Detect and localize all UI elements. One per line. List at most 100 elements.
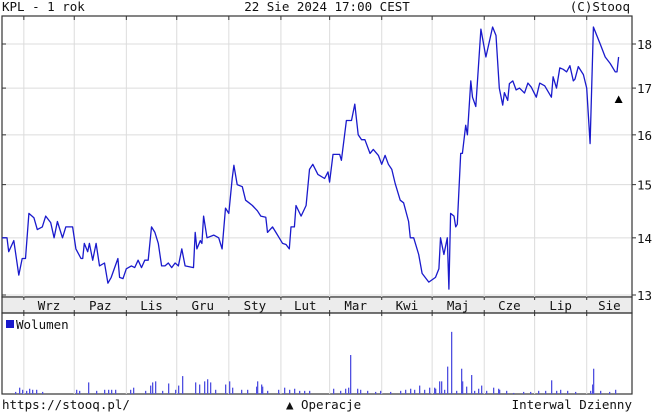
volume-bar bbox=[289, 389, 291, 394]
volume-bar bbox=[593, 368, 595, 394]
volume-bar bbox=[367, 390, 369, 394]
grid bbox=[1, 15, 636, 395]
volume-bar bbox=[345, 388, 347, 394]
volume-legend-swatch bbox=[6, 320, 14, 328]
volume-bar bbox=[424, 389, 426, 394]
price-panel-frame bbox=[1, 15, 633, 298]
volume-bar bbox=[405, 389, 407, 394]
volume-bar bbox=[410, 388, 412, 394]
volume-bar bbox=[478, 388, 480, 394]
operations-markers bbox=[614, 95, 623, 104]
volume-bar bbox=[499, 389, 501, 394]
volume-bar bbox=[474, 390, 476, 394]
volume-bar bbox=[600, 390, 602, 394]
y-tick-label: 18 bbox=[637, 37, 652, 52]
volume-panel-frame bbox=[1, 312, 633, 395]
volume-bar bbox=[609, 391, 611, 394]
volume-bar bbox=[96, 390, 98, 394]
volume-bar bbox=[294, 388, 296, 394]
volume-bar bbox=[215, 389, 217, 394]
volume-bar bbox=[256, 386, 258, 394]
volume-bar bbox=[241, 389, 243, 394]
volume-bar bbox=[560, 389, 562, 394]
volume-bar bbox=[19, 387, 21, 394]
volume-bar bbox=[278, 389, 280, 394]
volume-bar bbox=[435, 388, 437, 394]
price-line bbox=[2, 26, 620, 290]
x-tick-label: Lis bbox=[140, 298, 163, 313]
volume-bar bbox=[506, 390, 508, 394]
volume-bar bbox=[155, 381, 157, 394]
volume-bar bbox=[304, 390, 306, 394]
footer-url[interactable]: https://stooq.pl/ bbox=[2, 397, 130, 412]
volume-bar bbox=[551, 380, 553, 394]
volume-bar bbox=[36, 389, 38, 394]
volume-bar bbox=[350, 355, 352, 394]
volume-bar bbox=[538, 390, 540, 394]
volume-bar bbox=[152, 382, 154, 394]
volume-bar bbox=[567, 390, 569, 394]
volume-bar bbox=[360, 389, 362, 394]
volume-bar bbox=[451, 331, 453, 394]
volume-bar bbox=[178, 385, 180, 394]
x-axis-labels: Wrz Paz Lis Gru Sty Lut Mar Kwi Maj Cze Lip Sie bbox=[38, 298, 621, 313]
volume-bar bbox=[592, 384, 594, 394]
volume-bar bbox=[115, 389, 117, 394]
volume-bar bbox=[513, 392, 515, 394]
volume-bar bbox=[444, 389, 446, 394]
volume-bar bbox=[390, 391, 392, 394]
x-tick-label: Mar bbox=[344, 298, 367, 313]
volume-bar bbox=[615, 389, 617, 394]
volume-bar bbox=[207, 379, 209, 394]
volume-bar bbox=[429, 387, 431, 394]
volume-bar bbox=[466, 386, 468, 394]
volume-bar bbox=[434, 387, 436, 394]
volume-bar bbox=[556, 390, 558, 394]
volume-bar bbox=[247, 389, 249, 394]
volume-bar bbox=[29, 388, 31, 394]
volume-bar bbox=[150, 385, 152, 394]
x-tick-label: Maj bbox=[447, 298, 470, 313]
volume-bar bbox=[22, 389, 24, 394]
x-tick-label: Lip bbox=[549, 298, 572, 313]
volume-bar bbox=[493, 387, 495, 394]
volume-bar bbox=[88, 382, 90, 394]
y-tick-label: 13 bbox=[637, 288, 652, 303]
volume-bar bbox=[284, 387, 286, 394]
interval-label[interactable]: Interwal Dzienny bbox=[512, 397, 633, 412]
volume-bar bbox=[340, 390, 342, 394]
volume-bar bbox=[380, 390, 382, 394]
volume-bar bbox=[232, 387, 234, 394]
volume-bar bbox=[471, 375, 473, 394]
volume-bar bbox=[210, 382, 212, 394]
volume-bar bbox=[439, 381, 441, 394]
volume-bar bbox=[104, 389, 106, 394]
volume-bar bbox=[333, 388, 335, 394]
volume-bar bbox=[530, 391, 532, 394]
volume-bar bbox=[199, 384, 201, 394]
volume-bar bbox=[400, 390, 402, 394]
operation-marker-icon bbox=[614, 95, 623, 104]
volume-bar bbox=[575, 391, 577, 394]
volume-bar bbox=[309, 390, 311, 394]
volume-bar bbox=[299, 390, 301, 394]
y-tick-label: 16 bbox=[637, 128, 652, 143]
y-tick-label: 17 bbox=[637, 81, 652, 96]
volume-bar bbox=[168, 383, 170, 394]
volume-bar bbox=[225, 384, 227, 394]
volume-bar bbox=[267, 390, 269, 394]
volume-bar bbox=[162, 390, 164, 394]
volume-bar bbox=[76, 389, 78, 394]
volume-bar bbox=[108, 389, 110, 394]
x-tick-label: Wrz bbox=[38, 298, 61, 313]
volume-bar bbox=[145, 390, 147, 394]
x-tick-label: Sty bbox=[244, 298, 267, 313]
chart-title: KPL - 1 rok bbox=[2, 0, 85, 14]
volume-bar bbox=[462, 381, 464, 394]
volume-bar bbox=[419, 385, 421, 394]
volume-bar bbox=[486, 390, 488, 394]
operations-legend-label[interactable]: Operacje bbox=[301, 397, 361, 412]
volume-bar bbox=[175, 389, 177, 394]
chart-timestamp: 22 Sie 2024 17:00 CEST bbox=[244, 0, 410, 14]
